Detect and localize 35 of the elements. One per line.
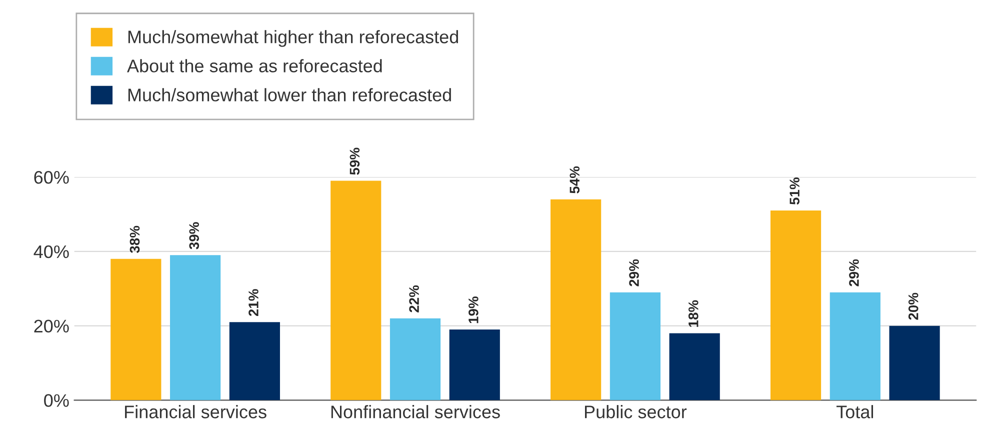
bar (830, 292, 880, 400)
y-tick-label: 40% (34, 245, 69, 258)
x-tick-label: Public sector (585, 405, 687, 418)
legend-label: Much/somewhat lower than reforecasted (128, 88, 451, 102)
text: 38% (130, 226, 140, 253)
x-tick-label: Nonfinancial services (331, 405, 500, 418)
bar (669, 333, 720, 400)
text: 29% (849, 259, 859, 286)
text: 21% (248, 289, 258, 316)
text: 51% (790, 178, 800, 205)
bar (229, 322, 280, 400)
y-tick-label: 0% (44, 394, 69, 407)
x-tick-label: Total (836, 405, 874, 418)
bar (110, 258, 162, 400)
y-tick-label: 20% (34, 320, 69, 333)
legend-label: Much/somewhat higher than reforecasted (128, 30, 458, 47)
bar (449, 330, 500, 400)
bar (170, 255, 221, 400)
text: 20% (908, 292, 918, 320)
x-tick-label: Financial services (125, 405, 266, 418)
bar (390, 318, 441, 400)
text: 22% (409, 285, 419, 312)
bar (610, 292, 660, 400)
y-tick-label: 60% (34, 170, 69, 184)
bar (770, 210, 822, 400)
bar (550, 199, 602, 400)
text: 29% (629, 259, 639, 286)
text: 59% (350, 148, 360, 175)
text: 18% (688, 300, 698, 327)
legend-label: About the same as reforecasted (127, 59, 382, 72)
text: 54% (570, 166, 580, 194)
bar (330, 180, 382, 400)
bar (889, 326, 940, 400)
text: 39% (189, 222, 200, 250)
text: 19% (468, 296, 478, 324)
